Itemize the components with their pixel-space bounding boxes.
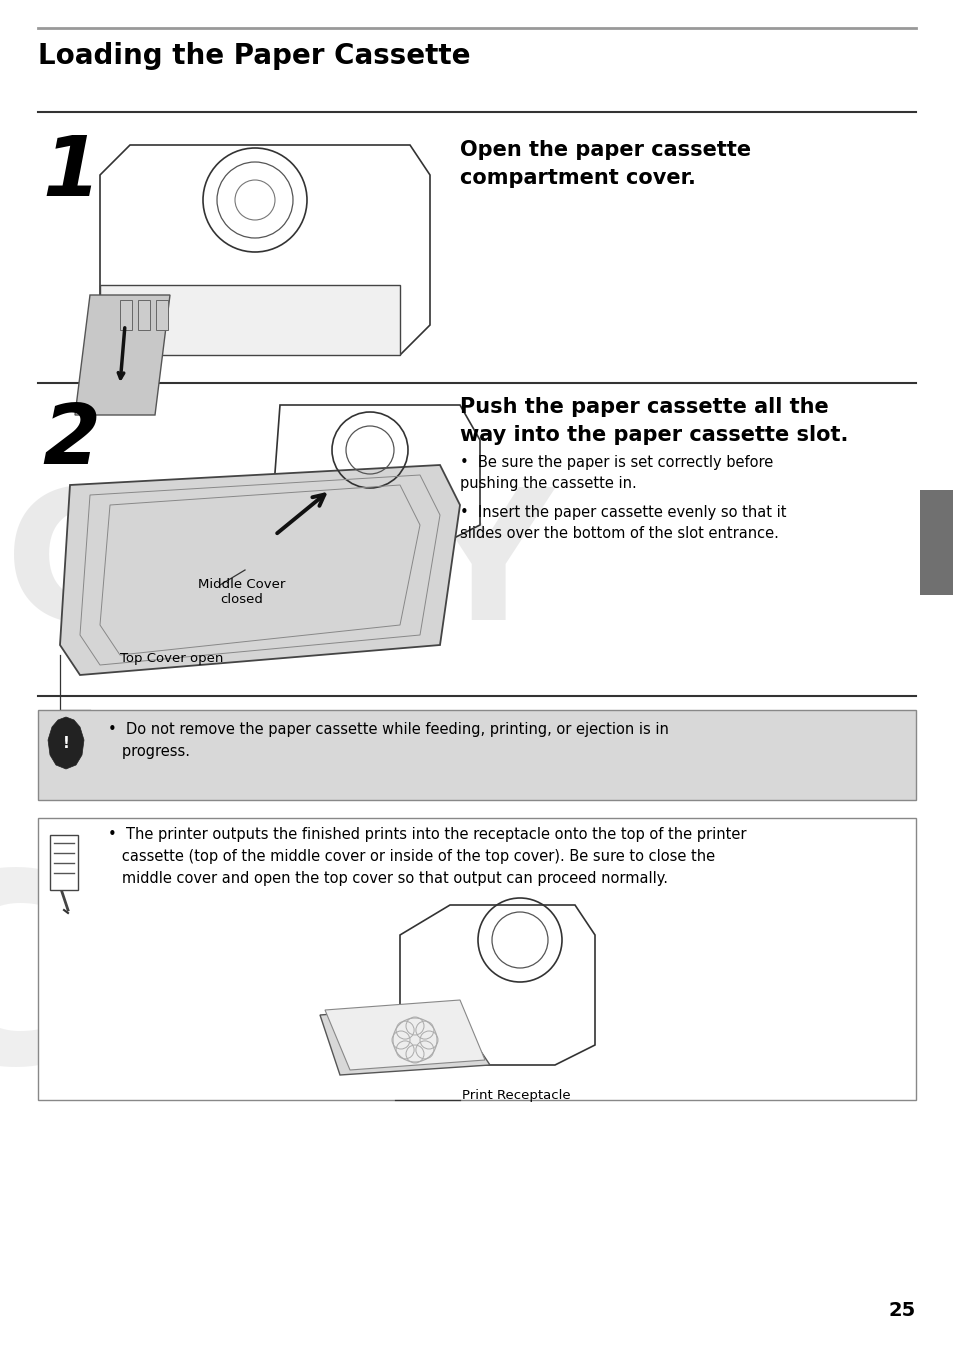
Bar xyxy=(48,827,905,1090)
Polygon shape xyxy=(60,465,459,675)
Text: Top Cover open: Top Cover open xyxy=(120,652,223,665)
Text: !: ! xyxy=(63,735,70,750)
Polygon shape xyxy=(75,295,170,415)
Polygon shape xyxy=(100,145,430,356)
Bar xyxy=(50,836,78,890)
Bar xyxy=(919,489,953,595)
Bar xyxy=(138,300,150,330)
Bar xyxy=(38,818,915,1101)
Text: 1: 1 xyxy=(42,132,100,214)
Text: Print Receptacle: Print Receptacle xyxy=(461,1088,570,1102)
Text: •  Be sure the paper is set correctly before
pushing the cassette in.: • Be sure the paper is set correctly bef… xyxy=(459,456,773,491)
Text: •  The printer outputs the finished prints into the receptacle onto the top of t: • The printer outputs the finished print… xyxy=(108,827,745,887)
Polygon shape xyxy=(325,1000,484,1069)
Text: •  Do not remove the paper cassette while feeding, printing, or ejection is in
 : • Do not remove the paper cassette while… xyxy=(108,722,668,760)
Polygon shape xyxy=(319,1005,490,1075)
Polygon shape xyxy=(399,904,595,1065)
Bar xyxy=(120,300,132,330)
Text: 25: 25 xyxy=(888,1301,915,1320)
Text: COPY: COPY xyxy=(0,863,700,1118)
Polygon shape xyxy=(48,717,84,769)
Bar xyxy=(156,300,168,330)
Polygon shape xyxy=(270,406,479,539)
Bar xyxy=(38,710,915,800)
Text: Open the paper cassette
compartment cover.: Open the paper cassette compartment cove… xyxy=(459,141,750,188)
Text: COPY: COPY xyxy=(6,483,554,658)
Text: Middle Cover
closed: Middle Cover closed xyxy=(198,579,285,606)
Bar xyxy=(100,285,399,356)
Text: 2: 2 xyxy=(42,400,100,481)
Text: Push the paper cassette all the
way into the paper cassette slot.: Push the paper cassette all the way into… xyxy=(459,397,847,445)
Text: Loading the Paper Cassette: Loading the Paper Cassette xyxy=(38,42,470,70)
Text: •  Insert the paper cassette evenly so that it
slides over the bottom of the slo: • Insert the paper cassette evenly so th… xyxy=(459,506,785,541)
